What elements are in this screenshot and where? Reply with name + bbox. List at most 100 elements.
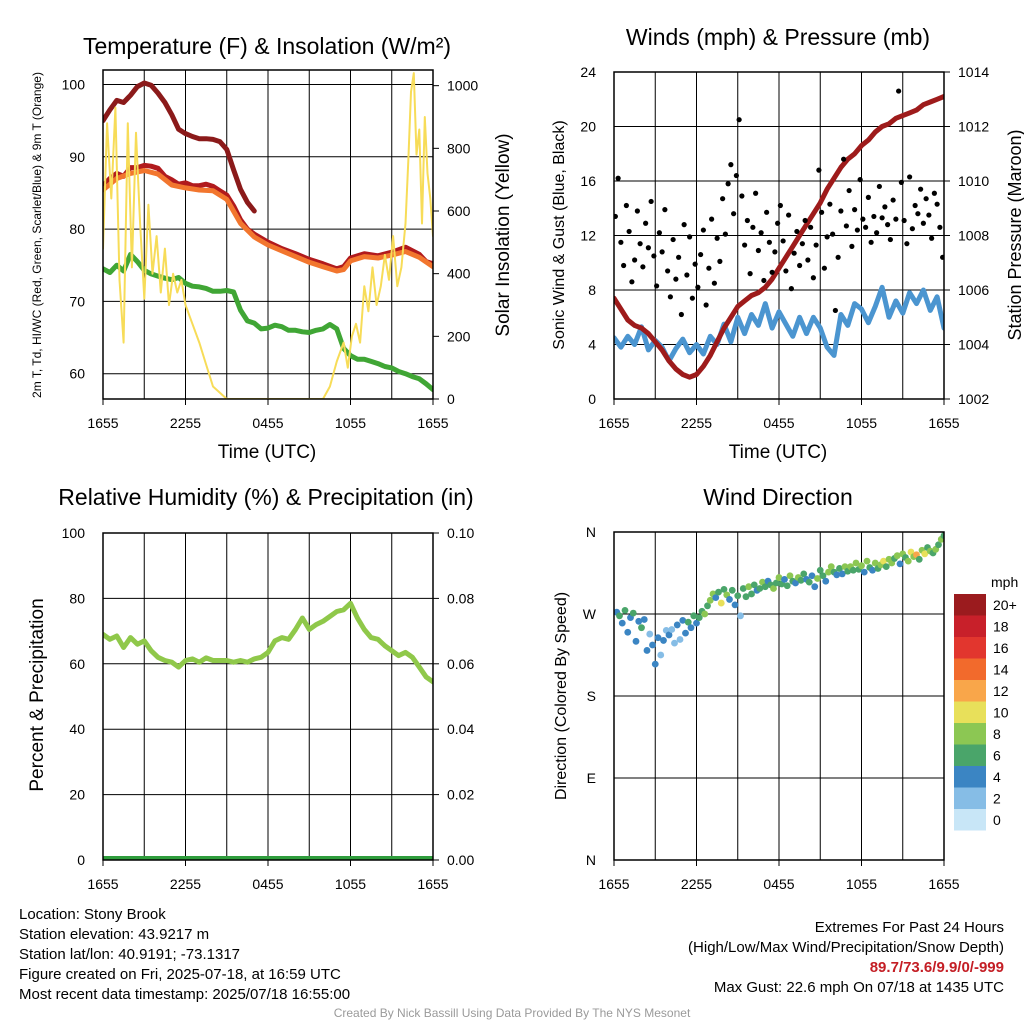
- plot-frame: [613, 531, 945, 861]
- y-tick-label: 80: [69, 221, 85, 237]
- gust-point: [890, 197, 896, 203]
- x-tick-label: 0455: [252, 876, 283, 892]
- wind-direction-point: [783, 582, 791, 590]
- gust-point: [772, 249, 778, 255]
- y-tick-label: 100: [62, 76, 86, 92]
- winds-ylabel-left: Sonic Wind & Gust (Blue, Black): [551, 120, 568, 349]
- gust-point: [940, 254, 944, 260]
- humidity-panel: Relative Humidity (%) & Precipitation (i…: [27, 484, 474, 892]
- gust-point: [648, 198, 654, 205]
- y-tick-label: E: [587, 770, 596, 786]
- x-tick-label: 1655: [928, 876, 959, 892]
- wind-direction-point: [676, 636, 684, 643]
- temperature-ylabel-right: Solar Insolation (Yellow): [493, 133, 514, 336]
- y-tick-label: 40: [69, 721, 85, 737]
- x-tick-label: 1055: [846, 415, 877, 431]
- gust-point: [865, 194, 871, 200]
- station-info: Location: Stony Brook Station elevation:…: [19, 905, 350, 1005]
- wind-direction-point: [629, 609, 637, 617]
- wind-direction-point: [761, 583, 769, 591]
- gust-point: [821, 265, 827, 271]
- y-tick-label: N: [586, 524, 596, 540]
- gust-point: [816, 167, 822, 173]
- wind-direction-point: [869, 566, 876, 574]
- max-gust-text: Max Gust: 22.6 mph On 07/18 at 1435 UTC: [713, 979, 1004, 996]
- wind-direction-point: [775, 574, 783, 581]
- wind-direction-point: [638, 624, 645, 632]
- credit-text: Created By Nick Bassill Using Data Provi…: [333, 1006, 691, 1020]
- winds-xlabel: Time (UTC): [729, 442, 828, 463]
- y-tick-label: 16: [580, 173, 596, 189]
- gust-point: [901, 217, 907, 224]
- gust-point: [764, 209, 770, 215]
- wind-direction-point: [792, 579, 799, 587]
- gust-point: [863, 224, 869, 230]
- wind-direction-point: [671, 639, 678, 647]
- x-tick-label: 1655: [87, 876, 118, 892]
- gust-point: [662, 207, 668, 213]
- gust-point: [876, 183, 882, 190]
- y2-tick-label: 1010: [958, 173, 989, 189]
- gust-point: [651, 253, 657, 259]
- gust-point: [614, 213, 618, 220]
- gust-point: [819, 209, 825, 215]
- colorbar-label: 10: [993, 705, 1009, 721]
- colorbar-swatch: [954, 701, 986, 723]
- wind-direction-point: [833, 571, 841, 579]
- gust-point: [736, 117, 742, 123]
- wind-direction-point: [748, 590, 755, 598]
- gust-point: [775, 220, 781, 226]
- gust-point: [879, 215, 885, 221]
- colorbar-swatch: [954, 766, 986, 788]
- gust-point: [656, 230, 662, 236]
- gust-point: [689, 295, 695, 301]
- gust-point: [904, 241, 910, 247]
- y-tick-label: 8: [588, 282, 596, 298]
- wind-direction-point: [687, 624, 695, 632]
- y2-tick-label: 800: [447, 140, 471, 156]
- wind-direction-point: [756, 585, 764, 592]
- nine_m_temp-line: [103, 168, 433, 274]
- gust-point: [923, 196, 929, 202]
- wind-direction-point: [863, 557, 871, 565]
- gust-point: [887, 236, 893, 243]
- wind-direction-point: [805, 578, 813, 586]
- extremes-info: Extremes For Past 24 Hours (High/Low/Max…: [688, 918, 1004, 998]
- colorbar-label: 2: [993, 791, 1001, 807]
- y2-tick-label: 200: [447, 328, 471, 344]
- wind-direction-point: [786, 572, 794, 580]
- pressure-line: [614, 94, 944, 380]
- gust-point: [731, 211, 737, 217]
- wind-direction-point: [935, 541, 942, 549]
- colorbar-label: 14: [993, 662, 1009, 678]
- gust-point: [788, 286, 794, 292]
- wind-direction-point: [860, 568, 868, 576]
- wind-direction-point: [742, 593, 750, 601]
- gust-point: [750, 224, 756, 230]
- wind-direction-point: [921, 550, 929, 558]
- y2-tick-label: 0.06: [447, 656, 474, 672]
- wind-direction-panel: Wind Direction Direction (Colored By Spe…: [553, 484, 1018, 892]
- wind-direction-point: [800, 570, 808, 578]
- gust-point: [640, 264, 646, 270]
- wind-direction-point: [893, 552, 901, 560]
- gust-point: [871, 213, 877, 220]
- gust-point: [698, 251, 704, 258]
- gust-point: [799, 241, 805, 247]
- gust-point: [717, 258, 723, 264]
- x-tick-label: 1655: [928, 415, 959, 431]
- gust-point: [684, 272, 690, 278]
- gust-point: [728, 162, 734, 168]
- plot-area: [614, 88, 944, 380]
- x-tick-label: 0455: [763, 876, 794, 892]
- colorbar-swatch: [954, 594, 986, 616]
- gust-point: [673, 276, 679, 282]
- plot-area: [103, 600, 433, 860]
- wind-direction-point: [657, 651, 665, 659]
- x-tick-label: 1655: [417, 415, 448, 431]
- gust-point: [618, 239, 624, 245]
- gust-point: [846, 187, 852, 194]
- x-tick-label: 2255: [681, 876, 712, 892]
- gust-point: [909, 226, 915, 232]
